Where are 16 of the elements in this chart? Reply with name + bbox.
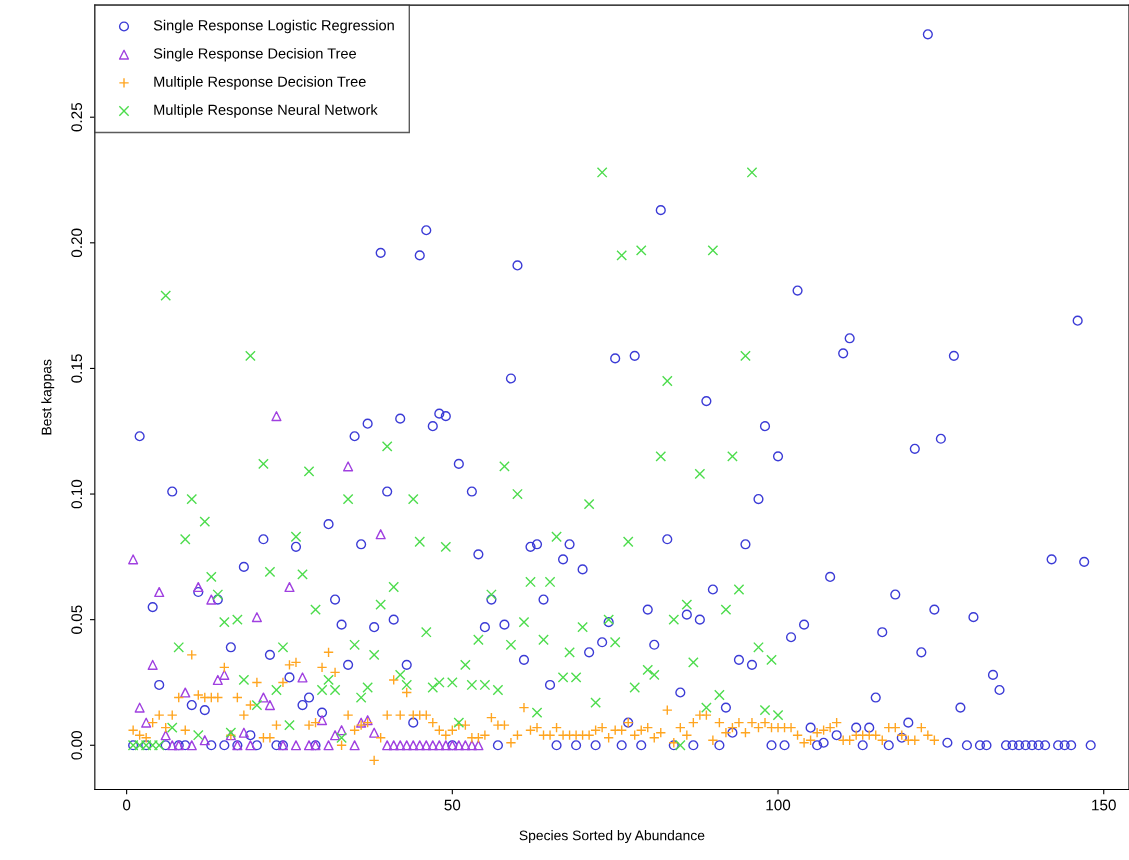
y-tick-label: 0.20 bbox=[71, 228, 83, 258]
legend-label: Single Response Decision Tree bbox=[153, 47, 356, 62]
x-tick-label: 100 bbox=[766, 799, 791, 811]
x-tick-label: 0 bbox=[122, 799, 131, 811]
y-axis-title: Best kappas bbox=[41, 359, 55, 435]
x-tick-label: 150 bbox=[1092, 799, 1116, 811]
y-tick-label: 0.25 bbox=[71, 102, 83, 132]
x-tick-label: 50 bbox=[444, 799, 461, 811]
y-tick-label: 0.10 bbox=[71, 479, 83, 509]
legend-label: Single Response Logistic Regression bbox=[153, 19, 394, 34]
y-tick-label: 0.15 bbox=[71, 354, 83, 383]
legend-label: Multiple Response Decision Tree bbox=[154, 76, 366, 90]
legend-label: Multiple Response Neural Network bbox=[154, 104, 378, 118]
y-tick-label: 0.05 bbox=[71, 605, 83, 634]
x-axis-title: Species Sorted by Abundance bbox=[519, 830, 705, 844]
y-tick-label: 0.00 bbox=[71, 730, 83, 760]
